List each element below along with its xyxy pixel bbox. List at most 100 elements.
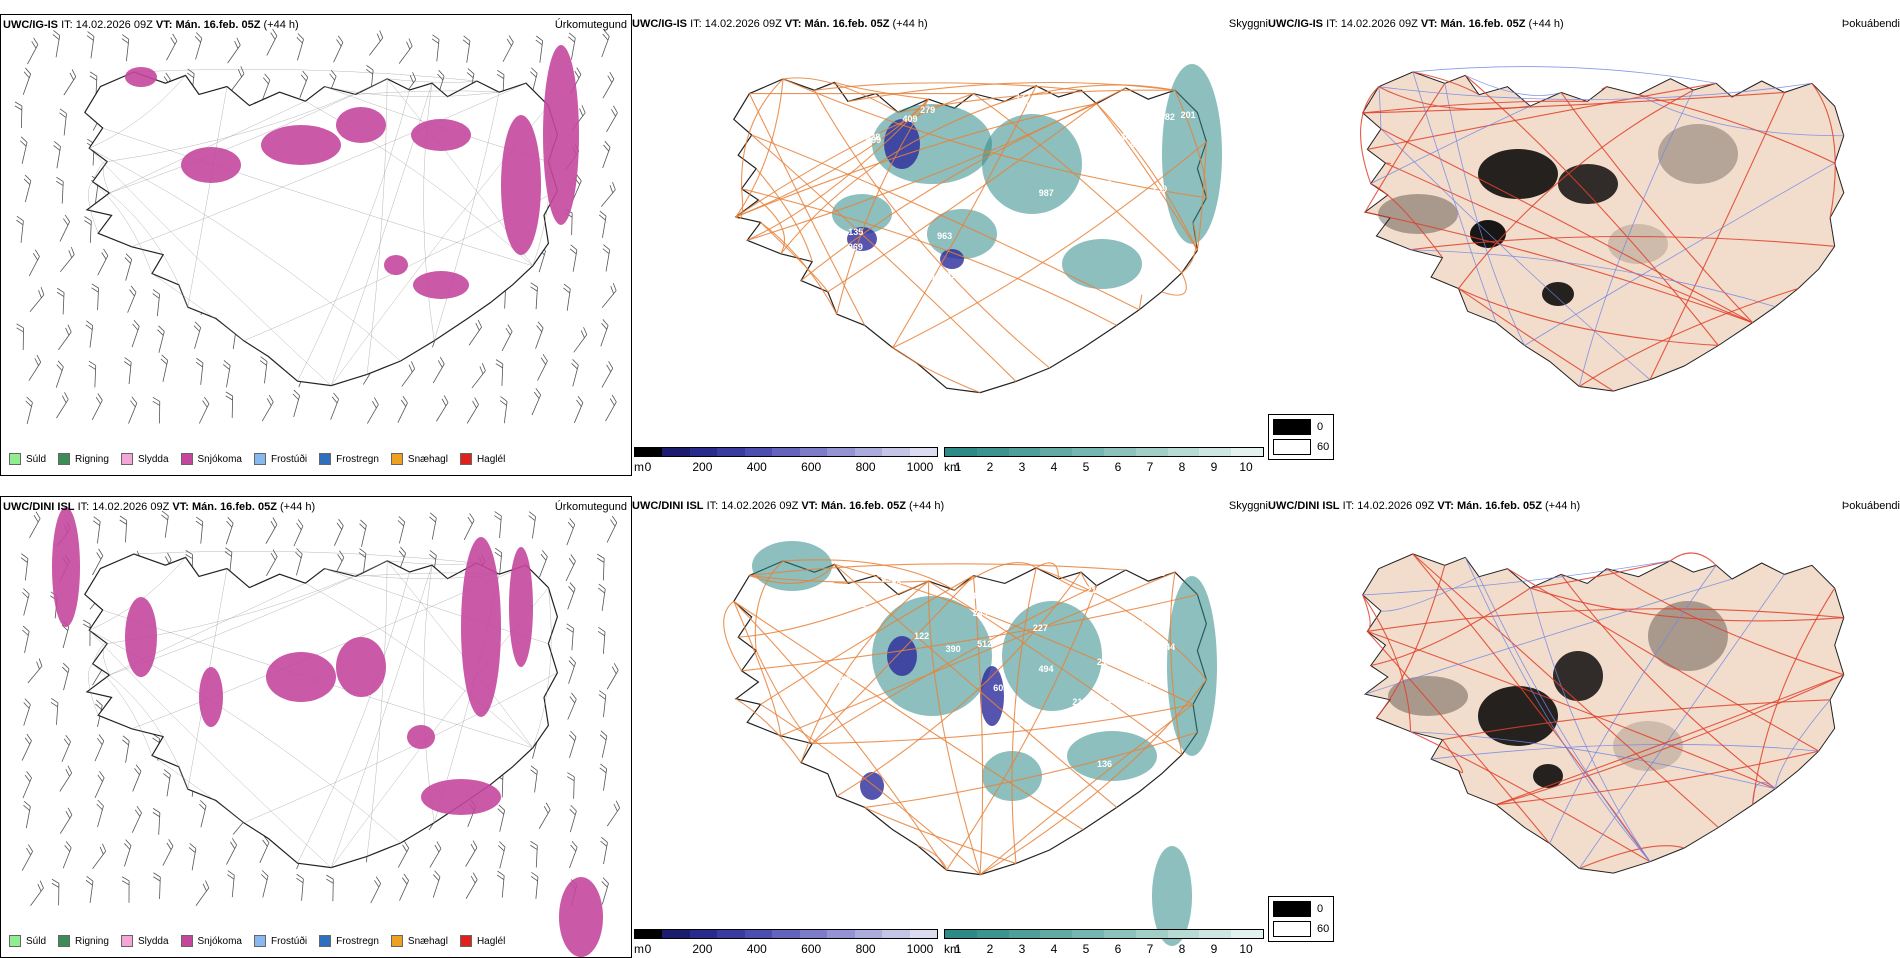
- panel-variable-name: Úrkomutegund: [555, 19, 627, 31]
- wind-barb: [122, 877, 129, 903]
- wind-barb: [55, 735, 72, 762]
- fog-legend-item: 60: [1273, 439, 1329, 455]
- wind-barb: [89, 735, 106, 762]
- tick-label: 1000: [907, 460, 934, 474]
- wind-barb: [17, 699, 32, 726]
- it-label: IT:: [1326, 18, 1338, 30]
- tick-label: 0: [645, 942, 652, 956]
- wind-barb: [564, 805, 578, 832]
- wind-barb: [19, 801, 31, 828]
- fog-legend-label: 60: [1317, 923, 1329, 935]
- visibility-value: 96: [1144, 648, 1154, 658]
- snow-area: [413, 271, 469, 299]
- snow-area: [125, 597, 157, 677]
- wind-barb: [256, 870, 269, 897]
- wind-barb: [291, 33, 305, 60]
- legend-label: Súld: [26, 936, 46, 947]
- legend-item: Frostúði: [254, 935, 307, 947]
- tick-label: 600: [801, 460, 821, 474]
- tick-label: 800: [856, 942, 876, 956]
- wind-barb: [188, 322, 202, 349]
- model-name: UWC/IG-IS: [1268, 18, 1323, 30]
- wind-barb: [16, 324, 23, 350]
- wind-barb: [260, 550, 279, 576]
- tick-label: 200: [692, 942, 712, 956]
- wind-barb: [287, 390, 301, 417]
- wind-barb: [566, 245, 577, 272]
- wind-barb: [194, 358, 204, 385]
- fog-legend-item: 0: [1273, 901, 1329, 917]
- wind-barb: [531, 354, 549, 380]
- wind-barb: [90, 517, 100, 544]
- tick-label: 6: [1115, 942, 1122, 956]
- tick-label: 2: [987, 460, 994, 474]
- legend-swatch: [121, 453, 133, 465]
- wind-barb: [122, 358, 132, 385]
- snow-area: [125, 67, 157, 87]
- snow-area: [421, 779, 501, 815]
- vt-value: Mán. 16.feb. 05Z: [821, 500, 906, 512]
- legend-item: Snjókoma: [181, 453, 242, 465]
- wind-barb: [190, 881, 211, 906]
- legend-item: Rigning: [58, 935, 109, 947]
- snow-area: [407, 725, 435, 749]
- wind-barb: [156, 355, 168, 382]
- wind-barb: [150, 290, 160, 317]
- wind-barb: [56, 288, 64, 314]
- wind-barb: [466, 363, 487, 388]
- visibility-value: 744: [1160, 642, 1175, 652]
- legend-label: Frostúði: [271, 936, 307, 947]
- vt-label: VT:: [1421, 18, 1438, 30]
- precip-type-map: [1, 497, 632, 958]
- fog-legend-item: 60: [1273, 921, 1329, 937]
- wind-barb: [568, 327, 589, 352]
- legend-label: Rigning: [75, 936, 109, 947]
- wind-barb: [20, 397, 33, 424]
- wind-barb: [328, 519, 345, 546]
- tick-label: 1: [955, 942, 962, 956]
- legend-swatch: [319, 935, 331, 947]
- wind-barb: [57, 109, 67, 136]
- wind-barb: [125, 320, 140, 347]
- legend-item: Rigning: [58, 453, 109, 465]
- wind-barb: [430, 35, 440, 62]
- snow-area: [336, 637, 386, 697]
- wind-barb: [51, 392, 71, 418]
- legend-item: Haglél: [460, 935, 505, 947]
- visibility-value: 239: [1152, 184, 1167, 194]
- wind-barb: [493, 805, 506, 832]
- wind-barb: [54, 808, 74, 834]
- wind-barb: [599, 395, 618, 421]
- wind-barb: [393, 39, 414, 64]
- tick-label: 8: [1179, 942, 1186, 956]
- vt-label: VT:: [1437, 500, 1454, 512]
- wind-barb: [526, 388, 543, 415]
- wind-barb: [23, 512, 42, 538]
- snow-area: [461, 537, 501, 717]
- tick-label: 7: [1147, 460, 1154, 474]
- lead-time: (+44 h): [909, 500, 944, 512]
- wind-barb: [54, 215, 72, 241]
- very-low-visibility-area: [860, 772, 884, 800]
- fog-area: [1470, 220, 1506, 248]
- fog-area: [1608, 224, 1668, 264]
- wind-barb: [119, 736, 130, 763]
- legend-swatch: [9, 935, 21, 947]
- low-visibility-area: [1062, 239, 1142, 289]
- low-visibility-area: [982, 114, 1082, 214]
- wind-barb: [16, 845, 35, 871]
- fog-area: [1542, 282, 1574, 306]
- visibility-value: 201: [1181, 110, 1196, 120]
- legend-label: Snjókoma: [198, 936, 242, 947]
- wind-barb: [427, 871, 442, 898]
- wind-barb: [55, 177, 63, 203]
- visibility-value: 62: [891, 580, 901, 590]
- wind-barb: [596, 141, 611, 168]
- fog-area: [1648, 601, 1728, 671]
- panel-title: UWC/IG-IS IT: 14.02.2026 09Z VT: Mán. 16…: [3, 19, 299, 32]
- legend-item: Slydda: [121, 935, 169, 947]
- tick-label: 9: [1211, 942, 1218, 956]
- legend-swatch: [9, 453, 21, 465]
